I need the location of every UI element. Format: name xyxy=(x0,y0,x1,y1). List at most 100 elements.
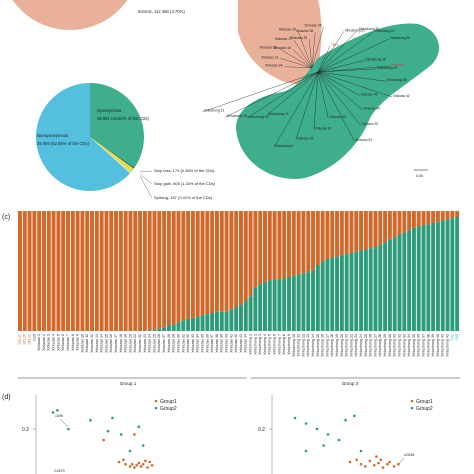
pca-plot-right: 0.2 Group1 Group2 UGDM 0.2 xyxy=(258,395,433,474)
structure-bar-orange xyxy=(70,211,75,331)
structure-bar-orange xyxy=(162,211,167,328)
pie-value-nonsynonymous: 28 894 (62.86% of the CDs) xyxy=(37,141,90,146)
pca-point-group1 xyxy=(102,438,105,442)
structure-tick-label: Xinluzao 35 xyxy=(200,334,204,353)
pca-point-group1 xyxy=(377,461,380,465)
structure-bar-orange xyxy=(320,211,325,262)
pca-point-group1 xyxy=(372,464,376,467)
structure-bar-green xyxy=(335,256,340,331)
pca-point-group1 xyxy=(386,462,389,466)
structure-bar-orange xyxy=(287,211,291,277)
structure-bar-green xyxy=(383,242,388,331)
clade-highlight-green xyxy=(236,23,440,179)
tree-branch xyxy=(317,71,355,142)
structure-tick-label: Xinluzhong 24 xyxy=(359,334,363,357)
pca-left-ytick-label: 0.2 xyxy=(22,427,29,433)
structure-tick-label: Xinluzhong 41 xyxy=(441,334,445,357)
structure-bar-green xyxy=(287,277,291,331)
structure-bar-orange xyxy=(378,211,383,245)
structure-tick-label: Xinluzao 43 xyxy=(239,334,243,353)
structure-bar-green xyxy=(166,325,171,331)
structure-tick-label: Xinluzao 39 xyxy=(220,334,224,353)
pca-right-legend-dot-group2 xyxy=(410,406,414,410)
structure-tick-label: Xinluzao 19 xyxy=(124,334,128,353)
structure-bar-green xyxy=(311,269,316,331)
structure-bar-green xyxy=(392,237,397,331)
structure-tick-label: Xinluzhong 11 xyxy=(297,334,301,357)
structure-tick-label: Xinluzao 9 xyxy=(76,334,80,351)
tree-leaf-label: Xinluzao 46 xyxy=(273,46,290,50)
tree-branch xyxy=(247,71,319,119)
structure-bar-orange xyxy=(90,211,95,331)
tree-branch xyxy=(317,32,374,73)
structure-bar-orange xyxy=(282,211,287,279)
structure-tick-label: Xinluzao 17 xyxy=(114,334,118,353)
structure-bar-orange xyxy=(392,211,397,238)
tree-leaf-label: Xinluzhong 56 xyxy=(386,78,406,82)
structure-bar-orange xyxy=(301,211,306,274)
tree-leaf-label: Xinluzhong 26 xyxy=(248,115,268,119)
structure-bar-green xyxy=(205,314,210,331)
structure-bar-green xyxy=(368,248,373,331)
pie-slice-stop-gain xyxy=(90,137,134,173)
leader-stop-loss xyxy=(139,170,153,173)
tree-leaf-label: Xinluzao 49 xyxy=(363,107,380,111)
pca-left-points xyxy=(51,409,154,469)
structure-bar-orange xyxy=(152,211,157,330)
top-pie-label-intronic: Intronic, 112 460 (4.70%) xyxy=(138,9,185,14)
pca-point-group1 xyxy=(359,462,363,466)
tree-branch xyxy=(293,39,313,69)
structure-bar-orange xyxy=(450,211,455,219)
structure-bar-green xyxy=(171,325,176,331)
structure-bar-orange xyxy=(363,211,368,250)
structure-bar-orange xyxy=(248,211,253,297)
structure-bar-green xyxy=(435,221,440,331)
clade-highlight-orange xyxy=(238,0,322,84)
tree-branch xyxy=(309,39,313,69)
tree-leaf-label: Xinluzao 45 xyxy=(361,93,378,97)
structure-tick-label: Xinluzao 4 xyxy=(52,334,56,351)
pca-point-group1 xyxy=(133,433,136,436)
structure-bar-green xyxy=(157,328,162,331)
pca-point-group1 xyxy=(135,464,138,467)
pca-point-group2 xyxy=(89,418,92,422)
structure-bar-orange xyxy=(431,211,436,223)
pca-point-group2 xyxy=(337,438,341,442)
structure-bar-green xyxy=(277,279,282,331)
pca-right-annotation-ugdm: UGDM xyxy=(404,453,415,457)
structure-bar-orange xyxy=(171,211,176,325)
structure-tick-label: Xinluzhong 12 xyxy=(301,334,305,357)
structure-tick-label: Xinluzao 11 xyxy=(85,334,89,353)
structure-tick-label: Xinluzhong 26 xyxy=(369,334,373,357)
structure-tick-label: Xinluzhong 21 xyxy=(345,334,349,357)
structure-tick-label: Xinluzhong 40 xyxy=(436,334,440,357)
structure-bar-green xyxy=(407,230,412,331)
structure-tick-label: Xinluzhong 13 xyxy=(306,334,310,357)
structure-tick-label: Xinluzhong 9 xyxy=(287,334,291,355)
tree-branch xyxy=(297,30,313,69)
pca-point-group2 xyxy=(322,444,325,447)
structure-bar-orange xyxy=(138,211,143,331)
tree-branch xyxy=(311,26,324,69)
structure-tick-label: Xinluzao 33 xyxy=(191,334,195,353)
structure-bar-orange xyxy=(176,211,181,323)
structure-bar-orange xyxy=(210,211,215,313)
tree-leaf-label: Xinluzao 52 xyxy=(361,122,378,126)
structure-bar-orange xyxy=(267,211,272,281)
tree-branch xyxy=(317,71,363,110)
tree-leaf-label: Xinluzao 54 xyxy=(329,115,346,119)
tree-branch xyxy=(273,71,319,148)
structure-bar-orange xyxy=(27,211,32,331)
pie-label-stop-loss: Stop loss, 174 (0.38% of the CDs) xyxy=(154,168,215,173)
structure-tick-label: Xinluzao 6 xyxy=(61,334,65,351)
structure-bar-green xyxy=(147,329,152,331)
structure-bar-green xyxy=(330,257,335,331)
structure-tick-label: Xinluzao 32 xyxy=(186,334,190,353)
tree-leaf-label: Xinluzao 36 xyxy=(304,23,321,27)
structure-bar-orange xyxy=(219,211,224,312)
structure-bar-chart: SPL17 SPL20 SPL22 C15 Xinluzao 1 Xinluzao 2 Xi… xyxy=(18,211,460,386)
tree-branch xyxy=(313,71,319,130)
pca-point-group2 xyxy=(326,433,330,436)
pie-label-stop-gain: Stop gain, 605 (1.33% of the CDs) xyxy=(154,181,216,186)
